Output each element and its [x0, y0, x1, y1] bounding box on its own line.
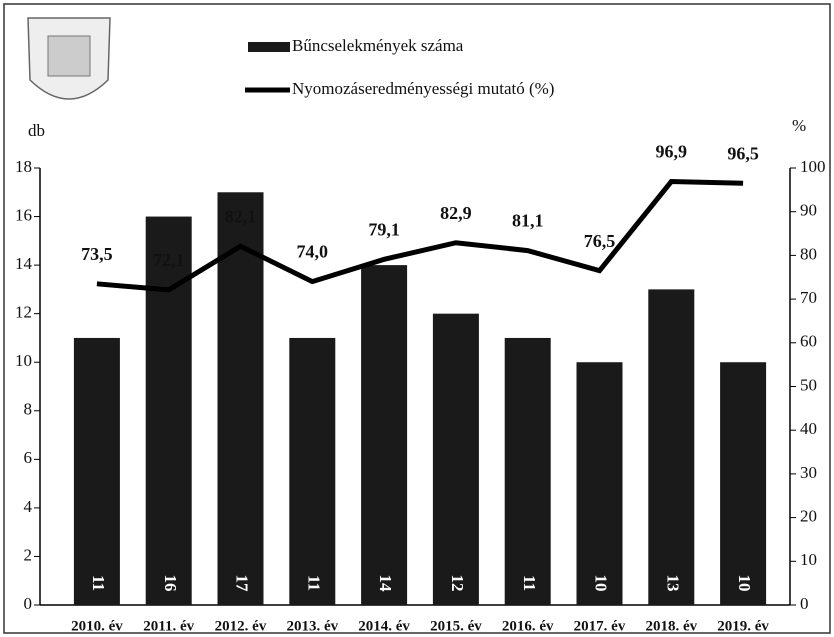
bar-value-label: 11: [89, 575, 108, 591]
bar-value-label: 10: [735, 575, 754, 592]
x-tick-label: 2012. év: [215, 618, 267, 634]
bar-value-label: 10: [592, 575, 611, 592]
x-tick-label: 2014. év: [358, 618, 410, 634]
bar-value-label: 14: [376, 575, 395, 593]
bar-value-label: 12: [448, 575, 467, 592]
x-tick-label: 2010. év: [71, 618, 123, 634]
line-value-label: 81,1: [512, 211, 544, 231]
x-tick-label: 2016. év: [502, 618, 554, 634]
y2-tick-label: 40: [800, 419, 817, 438]
y2-axis-label: %: [792, 116, 806, 135]
y2-tick-label: 80: [800, 244, 817, 263]
line-value-label: 76,5: [584, 231, 616, 251]
y2-tick-label: 0: [800, 594, 809, 613]
legend-swatch: [248, 42, 290, 52]
bar: [145, 216, 192, 606]
y2-tick-label: 20: [800, 507, 817, 526]
line-value-label: 72,1: [153, 250, 185, 270]
y-tick-label: 14: [15, 254, 33, 273]
y-tick-label: 16: [15, 205, 32, 224]
x-tick-label: 2013. év: [286, 618, 338, 634]
bar-value-label: 16: [161, 575, 180, 592]
legend-label: Nyomozáseredményességi mutató (%): [292, 79, 554, 98]
bar: [648, 289, 695, 605]
y2-tick-label: 50: [800, 375, 817, 394]
y-tick-label: 6: [24, 448, 33, 467]
line-value-label: 79,1: [368, 219, 400, 239]
bar: [576, 362, 623, 605]
x-tick-label: 2011. év: [143, 618, 194, 634]
y-tick-label: 8: [24, 400, 33, 419]
y-tick-label: 18: [15, 157, 32, 176]
line-value-label: 96,9: [656, 142, 688, 162]
frame: [3, 3, 831, 634]
bar: [73, 337, 120, 605]
bar: [217, 192, 264, 605]
bar-value-label: 11: [304, 575, 323, 591]
y2-tick-label: 30: [800, 463, 817, 482]
x-tick-label: 2017. év: [574, 618, 626, 634]
bar: [432, 313, 479, 605]
y-axis-label: db: [28, 121, 45, 140]
x-tick-label: 2019. év: [717, 618, 769, 634]
line: [96, 179, 744, 293]
y-tick-label: 10: [15, 351, 32, 370]
bar: [289, 337, 336, 605]
y2-tick-label: 100: [800, 157, 826, 176]
bar-value-label: 11: [520, 575, 539, 591]
legend-label: Bűncselekmények száma: [292, 36, 464, 55]
logo: [27, 17, 111, 100]
y-tick-label: 0: [24, 594, 33, 613]
bar: [720, 362, 767, 605]
y-tick-label: 2: [24, 545, 33, 564]
line-value-label: 74,0: [297, 242, 329, 262]
line-value-label: 82,1: [225, 206, 257, 226]
y2-tick-label: 60: [800, 332, 817, 351]
bar-value-label: 17: [233, 575, 252, 593]
y2-tick-label: 90: [800, 201, 817, 220]
x-tick-label: 2018. év: [645, 618, 697, 634]
line-value-label: 82,9: [440, 203, 472, 223]
bar: [361, 265, 408, 605]
y2-tick-label: 10: [800, 550, 817, 569]
y-tick-label: 4: [24, 497, 33, 516]
line-value-label: 73,5: [81, 244, 113, 264]
bar-value-label: 13: [663, 575, 682, 592]
y-tick-label: 12: [15, 303, 32, 322]
x-tick-label: 2015. év: [430, 618, 482, 634]
bar: [504, 337, 551, 605]
line-value-label: 96,5: [727, 143, 759, 163]
y2-tick-label: 70: [800, 288, 817, 307]
